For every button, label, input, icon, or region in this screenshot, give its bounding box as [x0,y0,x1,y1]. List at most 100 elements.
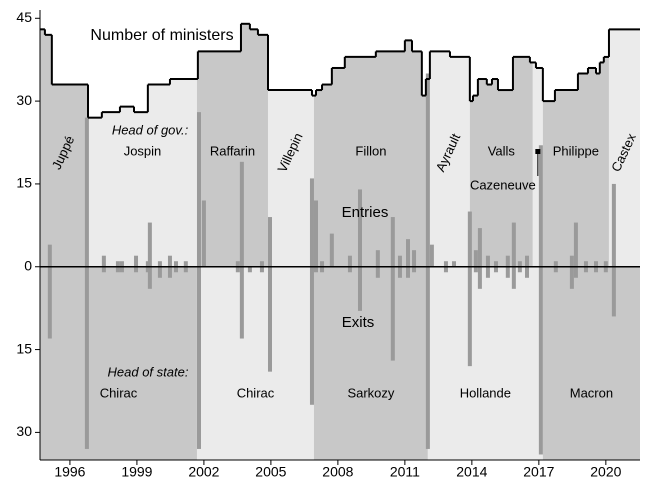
exit-bar [473,266,478,273]
exit-bar [603,266,608,273]
entry-bar [157,261,162,267]
exit-bar [347,266,352,273]
y-tick-label: 30 [16,423,32,439]
exit-bar [145,266,150,273]
x-tick-label: 2002 [188,464,219,480]
exit-bar [84,266,89,449]
exit-bar [467,266,472,367]
x-tick-label: 2008 [322,464,353,480]
exit-bar [267,266,272,372]
entry-bar [538,145,543,267]
period-shade [196,10,268,267]
exit-bar [611,266,616,317]
entry-bar [84,117,89,267]
x-tick-label: 2014 [456,464,487,480]
x-tick-label: 1999 [121,464,152,480]
exit-bar [569,266,574,289]
government-label: Fillon [355,143,386,158]
exit-bar [594,266,599,273]
exit-bar [147,266,152,289]
head-of-state-label: Chirac [100,385,138,400]
entry-bar [405,239,410,267]
entry-bar [505,255,510,267]
entry-bar [201,200,206,267]
entry-bar [196,112,201,267]
entry-bar [134,255,139,267]
exit-bar [485,266,490,278]
entry-bar [309,178,314,267]
exit-bar [196,266,201,449]
entry-bar [451,261,456,267]
head-of-state-label: Macron [570,385,613,400]
entry-bar [173,261,178,267]
entry-bar [239,161,244,267]
exit-bar [320,266,325,273]
exit-bar [357,266,362,311]
exit-bar [235,266,240,273]
exit-bar [412,266,417,273]
exit-bar [247,266,252,273]
entry-bar [569,255,574,267]
entry-bar [329,233,334,267]
y-tick-label: 30 [16,92,32,108]
entry-bar [147,222,152,267]
exit-bar [101,266,106,273]
exit-bar [538,266,543,455]
exit-bar [157,266,162,278]
entry-bar [115,261,120,267]
exit-bar [517,266,522,273]
entry-bar [477,228,482,267]
period-shade [196,266,314,460]
x-tick-label: 2011 [390,464,420,480]
exit-bar [443,266,448,273]
head-of-state-label: Hollande [460,385,511,400]
exit-bar [115,266,120,273]
exit-bar [505,266,510,278]
y-tick-label: 0 [24,257,32,273]
exit-bar [173,266,178,273]
exit-bar [239,266,244,339]
entry-bar [594,261,599,267]
entry-bar [183,261,188,267]
entry-bar [235,261,240,267]
exit-bar [47,266,52,339]
entry-bar [167,255,172,267]
entry-bar [443,261,448,267]
entry-bar [259,261,264,267]
entry-bar [493,261,498,267]
state-heading: Head of state: [108,364,189,379]
entry-bar [375,250,380,267]
y-tick-label: 15 [16,340,32,356]
entry-bar [525,255,530,267]
exit-bar [390,266,395,361]
exit-bar [525,266,530,278]
entry-bar [553,261,558,267]
entries-label: Entries [342,204,389,221]
exit-bar [425,266,430,449]
exit-bar [405,266,410,278]
entry-bar [267,217,272,267]
entry-bar [485,255,490,267]
x-tick-label: 2020 [590,464,621,480]
entry-bar [429,244,434,267]
exit-bar [309,266,314,405]
period-shade [40,266,197,460]
head-of-state-label: Chirac [237,385,275,400]
callout-dot [535,149,541,154]
period-shade [313,266,428,460]
exit-bar [183,266,188,273]
line-label: Number of ministers [90,27,233,44]
entry-bar [611,183,616,267]
exit-bar [167,266,172,278]
exit-bar [583,266,588,273]
government-label: Jospin [124,143,162,158]
head-of-state-label: Sarkozy [347,385,394,400]
exit-bar [553,266,558,273]
entry-bar [583,261,588,267]
entry-bar [517,261,522,267]
entry-bar [47,244,52,267]
x-tick-label: 2005 [255,464,286,480]
entry-bar [101,255,106,267]
government-label: Valls [488,143,516,158]
